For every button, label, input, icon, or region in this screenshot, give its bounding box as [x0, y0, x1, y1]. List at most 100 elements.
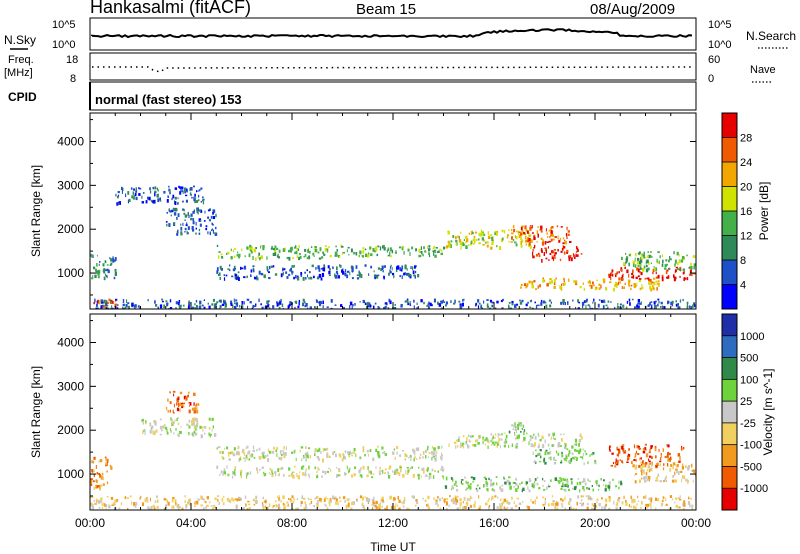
power-echo-cell: [336, 248, 338, 252]
power-echo-cell: [664, 267, 667, 270]
power-echo-cell: [491, 301, 494, 304]
velocity-echo-cell: [353, 473, 356, 477]
power-echo-cell: [535, 253, 539, 257]
velocity-echo-cell: [495, 433, 497, 436]
velocity-echo-cell: [396, 451, 398, 455]
velocity-echo-cell: [124, 496, 127, 500]
velocity-echo-cell: [259, 456, 262, 460]
velocity-echo-cell: [244, 495, 247, 499]
power-echo-cell: [373, 249, 377, 253]
velocity-echo-cell: [642, 463, 645, 465]
power-echo-cell: [219, 272, 221, 276]
power-echo-cell: [553, 234, 555, 237]
velocity-echo-cell: [544, 451, 547, 456]
velocity-echo-cell: [210, 505, 213, 507]
power-echo-cell: [682, 271, 685, 275]
velocity-echo-cell: [90, 503, 93, 507]
velocity-echo-cell: [666, 454, 669, 458]
velocity-echo-cell: [346, 465, 348, 470]
power-echo-cell: [450, 300, 452, 303]
velocity-echo-cell: [249, 454, 251, 458]
velocity-echo-cell: [293, 497, 295, 500]
velocity-echo-cell: [454, 441, 457, 444]
power-echo-cell: [198, 194, 200, 198]
velocity-echo-cell: [278, 503, 281, 508]
velocity-echo-cell: [514, 482, 516, 484]
velocity-echo-cell: [327, 470, 329, 473]
velocity-echo-cell: [460, 442, 462, 446]
power-echo-cell: [610, 272, 612, 276]
velocity-echo-cell: [658, 448, 660, 452]
velocity-echo-cell: [492, 436, 495, 439]
power-echo-cell: [97, 272, 100, 276]
power-echo-cell: [625, 252, 627, 255]
velocity-echo-cell: [537, 435, 540, 437]
power-echo-cell: [117, 307, 118, 309]
power-echo-cell: [448, 242, 450, 247]
power-echo-cell: [278, 256, 280, 259]
power-echo-cell: [399, 275, 401, 278]
velocity-echo-cell: [445, 498, 449, 500]
power-echo-cell: [574, 280, 578, 284]
velocity-echo-cell: [188, 409, 191, 414]
velocity-echo-cell: [422, 497, 424, 500]
velocity-echo-cell: [544, 498, 546, 501]
power-echo-cell: [649, 285, 652, 290]
velocity-echo-cell: [532, 436, 534, 439]
power-echo-cell: [582, 304, 584, 309]
power-echo-cell: [541, 241, 544, 246]
velocity-echo-cell: [305, 458, 307, 462]
velocity-echo-cell: [202, 497, 204, 500]
velocity-echo-cell: [384, 453, 388, 456]
velocity-echo-cell: [527, 486, 529, 490]
power-echo-cell: [311, 264, 314, 268]
power-echo-cell: [161, 300, 164, 303]
velocity-echo-cell: [180, 426, 182, 428]
velocity-echo-cell: [597, 498, 599, 501]
velocity-echo-cell: [419, 453, 422, 456]
power-echo-cell: [289, 301, 292, 304]
velocity-echo-cell: [418, 475, 420, 480]
velocity-echo-cell: [199, 425, 202, 429]
power-echo-cell: [137, 305, 140, 308]
power-echo-cell: [462, 298, 465, 301]
power-echo-cell: [628, 279, 631, 283]
power-echo-cell: [302, 276, 305, 281]
velocity-echo-cell: [194, 501, 197, 504]
power-echo-cell: [277, 253, 279, 257]
velocity-echo-cell: [616, 460, 618, 465]
power-echo-cell: [440, 249, 443, 252]
power-echo-cell: [514, 235, 516, 239]
power-echo-cell: [193, 198, 196, 202]
power-echo-cell: [166, 223, 168, 227]
power-echo-cell: [502, 298, 504, 301]
power-echo-cell: [351, 306, 353, 309]
power-echo-cell: [184, 227, 187, 231]
velocity-echo-cell: [487, 440, 490, 444]
power-echo-cell: [562, 284, 565, 287]
velocity-echo-cell: [363, 507, 366, 510]
power-echo-cell: [515, 243, 518, 247]
velocity-echo-cell: [181, 403, 184, 407]
power-echo-cell: [177, 229, 179, 234]
velocity-echo-cell: [623, 495, 625, 499]
velocity-echo-cell: [181, 405, 184, 409]
power-echo-cell: [490, 236, 493, 239]
velocity-echo-cell: [672, 465, 674, 470]
velocity-echo-cell: [493, 482, 495, 486]
velocity-echo-cell: [503, 440, 506, 445]
freq-strip: Freq. [MHz] 18 8 60 0 Nave: [4, 52, 776, 85]
power-echo-cell: [523, 232, 526, 235]
velocity-echo-cell: [186, 395, 188, 397]
power-echo-cell: [236, 275, 239, 279]
velocity-echo-cell: [291, 474, 295, 479]
power-echo-cell: [171, 209, 174, 213]
power-echo-cell: [233, 265, 236, 270]
velocity-echo-cell: [402, 505, 405, 508]
velocity-echo-cell: [173, 420, 175, 424]
power-echo-cell: [298, 301, 300, 306]
velocity-echo-cell: [649, 455, 652, 458]
velocity-echo-cell: [324, 448, 327, 451]
power-echo-cell: [194, 193, 196, 197]
time-tick-label: 04:00: [176, 516, 206, 530]
